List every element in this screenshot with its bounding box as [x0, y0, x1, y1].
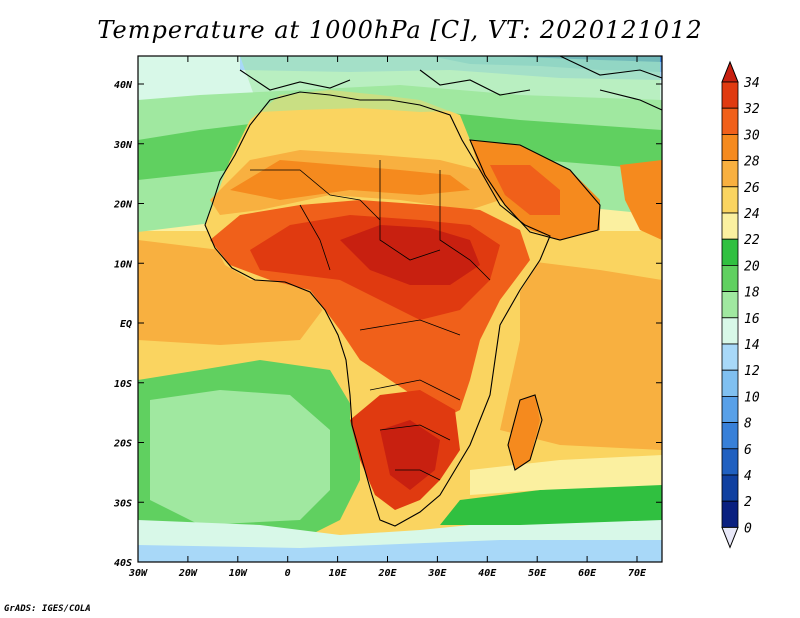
lon-label: 40E: [478, 568, 497, 579]
colorbar-label: 14: [744, 338, 760, 353]
colorbar-top-arrow: [721, 60, 739, 83]
colorbar-segment: [721, 291, 739, 319]
lon-label: 30W: [128, 568, 148, 579]
lat-label: 20S: [113, 439, 132, 450]
lat-label: 10S: [114, 379, 132, 390]
longitude-axis: 30W 20W 10W 0 10E 20E 30E 40E 50E 60E 70E: [128, 56, 647, 579]
colorbar-label: 10: [744, 390, 760, 405]
colorbar-label: 16: [744, 312, 760, 327]
lat-label: 10N: [114, 259, 133, 270]
colorbar-segment: [721, 448, 739, 476]
colorbar-segment: [721, 500, 739, 528]
colorbar-label: 0: [744, 521, 752, 536]
lon-label: 50E: [528, 568, 547, 579]
lon-label: 20E: [377, 568, 397, 579]
colorbar-label: 30: [743, 128, 760, 143]
map-title: Temperature at 1000hPa [C], VT: 20201210…: [97, 16, 703, 44]
colorbar-segment: [721, 264, 739, 292]
colorbar-label: 4: [744, 469, 752, 484]
colorbar-label: 2: [744, 495, 752, 510]
colorbar-label: 8: [744, 417, 752, 432]
latitude-axis: 40N 30N 20N 10N EQ 10S 20S 30S 40S: [113, 80, 662, 569]
lat-label: EQ: [120, 319, 132, 330]
colorbar-label: 28: [744, 155, 760, 170]
colorbar-segment: [721, 369, 739, 397]
colorbar-segment: [721, 422, 739, 450]
colorbar-segment: [721, 238, 739, 266]
colorbar-segment: [721, 474, 739, 502]
colorbar-label: 12: [744, 364, 760, 379]
lon-label: 10E: [329, 568, 348, 579]
lat-label: 20N: [113, 200, 133, 211]
colorbar-segment: [721, 107, 739, 135]
colorbar-segment: [721, 343, 739, 371]
lon-label: 70E: [628, 568, 647, 579]
colorbar-label: 6: [744, 443, 752, 458]
lon-label: 60E: [578, 568, 597, 579]
colorbar-label: 26: [744, 181, 760, 196]
lon-label: 10W: [229, 568, 248, 579]
map-frame: [137, 55, 663, 563]
colorbar-label: 18: [744, 286, 760, 301]
colorbar-segment: [721, 160, 739, 188]
colorbar-segment: [721, 395, 739, 423]
colorbar-label: 34: [743, 76, 760, 91]
lon-label: 30E: [427, 568, 447, 579]
colorbar-label: 32: [743, 102, 760, 117]
lat-label: 30S: [113, 498, 132, 509]
lon-label: 0: [285, 568, 291, 579]
lat-label: 40S: [114, 558, 132, 569]
colorbar-segment: [721, 81, 739, 109]
colorbar-label: 24: [744, 207, 760, 222]
temperature-field: [138, 56, 662, 562]
lat-label: 30N: [113, 140, 133, 151]
colorbar-bottom-arrow: [721, 526, 739, 549]
colorbar-label: 22: [744, 233, 760, 248]
lon-label: 20W: [178, 568, 198, 579]
colorbar-segment: [721, 133, 739, 161]
footer-credit: GrADS: IGES/COLA: [4, 604, 91, 614]
lat-label: 40N: [114, 80, 133, 91]
colorbar-segment: [721, 186, 739, 214]
colorbar-segment: [721, 212, 739, 240]
colorbar-label: 20: [744, 259, 760, 274]
colorbar-segment: [721, 317, 739, 345]
coastlines: [204, 56, 662, 527]
